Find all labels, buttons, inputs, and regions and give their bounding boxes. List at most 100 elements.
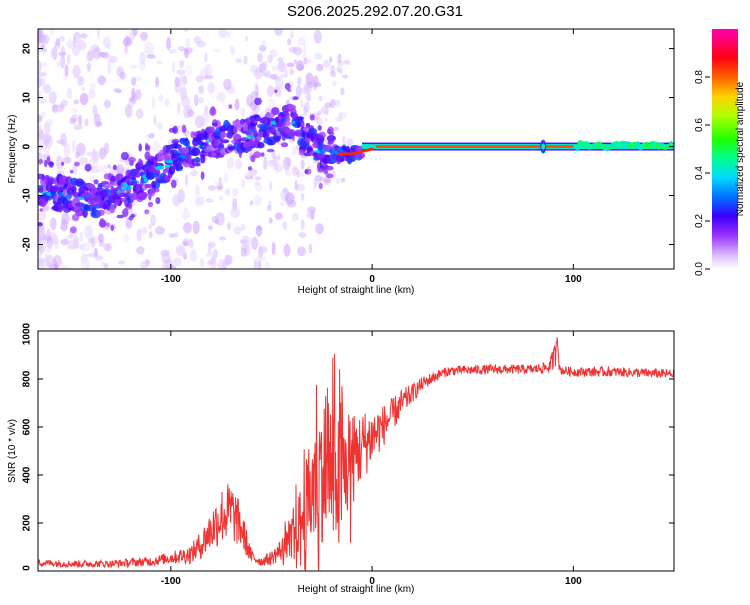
heatmap-noise-cell [245,36,248,42]
heatmap-noise-cell [226,157,234,170]
heatmap-noise-cell [79,93,89,105]
heatmap-noise-cell [270,73,278,80]
heatmap-noise-cell [268,217,273,224]
heatmap-noise-cell [264,73,273,79]
carrier-band-right [668,140,674,148]
carrier-glitch [541,143,546,150]
heatmap-ridge-cell [71,186,77,194]
heatmap-noise-cell [60,55,66,69]
heatmap-noise-cell [340,87,345,96]
heatmap-noise-cell [180,86,188,101]
heatmap-noise-cell [63,156,72,164]
heatmap-noise-cell [176,102,181,115]
heatmap-ridge-cell [341,145,347,151]
heatmap-noise-cell [184,29,188,33]
heatmap-noise-cell [43,206,51,211]
heatmap-ridge-cell [308,127,312,136]
heatmap-ridge-cell [228,104,233,109]
heatmap-noise-cell [286,199,297,208]
colorbar: 0.0 0.2 0.4 0.6 0.8 Normalized spectral ampl… [694,29,746,276]
heatmap-noise-cell [177,45,186,52]
snr-frame [37,330,675,572]
heatmap-noise-cell [240,107,246,117]
spectrogram-x-label: Height of straight line (km) [298,285,415,296]
heatmap-noise-cell [291,166,299,176]
heatmap-noise-cell [258,45,267,52]
heatmap-ridge-cell [110,175,117,182]
heatmap-ridge-cell [280,142,289,148]
heatmap-noise-cell [71,140,76,154]
heatmap-ridge-cell [260,152,265,157]
heatmap-noise-cell [48,91,57,104]
heatmap-ridge-cell [146,165,154,170]
heatmap-ridge-cell [238,149,242,159]
heatmap-noise-cell [294,179,298,191]
heatmap-ridge-cell [74,161,80,167]
heatmap-noise-cell [295,183,306,192]
heatmap-ridge-cell [181,124,187,133]
heatmap-ridge-cell [139,160,144,167]
heatmap-noise-cell [286,62,295,68]
heatmap-noise-cell [67,53,71,65]
heatmap-ridge-peak [125,185,132,190]
heatmap-noise-cell [86,62,91,72]
heatmap-ridge-cell [242,141,251,149]
heatmap-noise-cell [240,247,247,257]
heatmap-noise-cell [207,260,213,265]
heatmap-ridge-cell [155,197,161,205]
heatmap-noise-cell [155,226,165,235]
heatmap-noise-cell [195,196,205,207]
heatmap-noise-cell [264,260,270,269]
heatmap-noise-cell [266,204,272,212]
heatmap-noise-cell [329,56,333,63]
carrier-band-right [638,145,644,151]
heatmap-ridge-cell [326,173,334,179]
heatmap-noise-cell [204,252,214,257]
heatmap-noise-cell [255,256,266,262]
heatmap-noise-cell [224,254,233,266]
heatmap-noise-cell [321,105,329,115]
heatmap-ridge-cell [69,169,74,174]
heatmap-noise-cell [214,180,224,187]
heatmap-noise-cell [71,107,79,114]
heatmap-ridge-cell [296,121,302,128]
heatmap-ridge-cell [144,183,153,189]
heatmap-noise-cell [92,104,98,117]
heatmap-noise-cell [300,193,305,201]
heatmap-ridge-cell [191,147,201,157]
heatmap-ridge-cell [128,204,132,210]
heatmap-ridge-cell [236,140,240,145]
heatmap-ridge-cell [203,141,209,147]
heatmap-noise-cell [84,225,93,239]
heatmap-ridge-cell [49,162,54,166]
heatmap-noise-cell [253,195,262,206]
heatmap-ridge-cell [297,116,305,121]
snr-x-tick-label: 0 [369,576,375,587]
heatmap-noise-cell [174,76,180,87]
heatmap-noise-cell [169,48,178,54]
heatmap-noise-cell [49,29,55,35]
heatmap-ridge-cell [317,167,325,173]
heatmap-ridge-cell [281,132,286,142]
heatmap-noise-cell [69,117,77,125]
spectrogram-y-tick-label: -20 [22,237,33,252]
heatmap-noise-cell [90,166,100,174]
heatmap-noise-cell [330,64,335,74]
heatmap-ridge-cell [148,187,156,197]
heatmap-noise-cell [129,64,138,70]
heatmap-ridge-cell [266,148,275,153]
heatmap-noise-cell [38,76,42,89]
heatmap-ridge-cell [305,122,311,128]
heatmap-noise-cell [256,66,260,76]
heatmap-ridge-cell [164,149,170,153]
heatmap-ridge-peak [64,194,73,199]
heatmap-noise-cell [214,218,220,225]
heatmap-noise-cell [43,241,53,253]
heatmap-ridge-cell [171,138,180,145]
heatmap-ridge-cell [309,114,315,121]
heatmap-ridge-cell [173,144,182,149]
heatmap-noise-cell [250,200,254,206]
heatmap-noise-cell [151,96,156,110]
heatmap-noise-cell [158,93,164,103]
heatmap-noise-cell [253,258,258,269]
